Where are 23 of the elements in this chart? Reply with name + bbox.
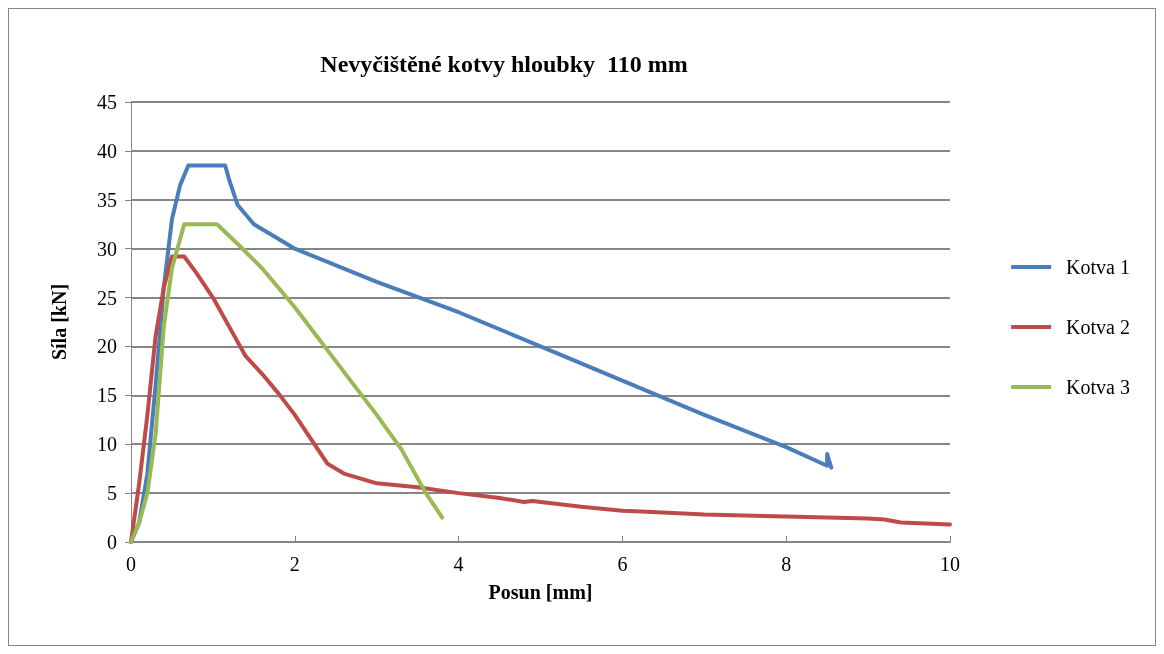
y-tick-label: 40 bbox=[97, 139, 117, 162]
x-tick-label: 8 bbox=[781, 553, 792, 575]
legend-label: Kotva 1 bbox=[1066, 256, 1131, 278]
x-tick-label: 0 bbox=[126, 553, 136, 575]
y-tick-label: 15 bbox=[97, 384, 117, 407]
x-tick-label: 4 bbox=[453, 553, 464, 575]
y-tick-label: 35 bbox=[97, 188, 117, 211]
y-tick-label: 0 bbox=[107, 531, 117, 553]
x-tick-label: 2 bbox=[289, 553, 300, 575]
x-tick-label: 10 bbox=[940, 553, 960, 575]
y-tick-label: 25 bbox=[97, 286, 117, 309]
y-tick-label: 5 bbox=[107, 482, 117, 505]
line-series bbox=[129, 222, 445, 544]
x-axis-title: Posun [mm] bbox=[488, 581, 593, 603]
y-tick-label: 10 bbox=[97, 433, 117, 456]
y-tick-label: 30 bbox=[97, 237, 117, 260]
legend-label: Kotva 3 bbox=[1066, 376, 1131, 398]
legend-label: Kotva 2 bbox=[1066, 316, 1131, 338]
y-axis-title: Síla [kN] bbox=[48, 283, 70, 361]
x-tick-label: 6 bbox=[617, 553, 628, 575]
chart-title: Nevyčištěné kotvy hloubky 110 mm bbox=[320, 51, 688, 77]
y-tick-label: 20 bbox=[97, 335, 117, 358]
y-tick-label: 45 bbox=[97, 91, 117, 113]
